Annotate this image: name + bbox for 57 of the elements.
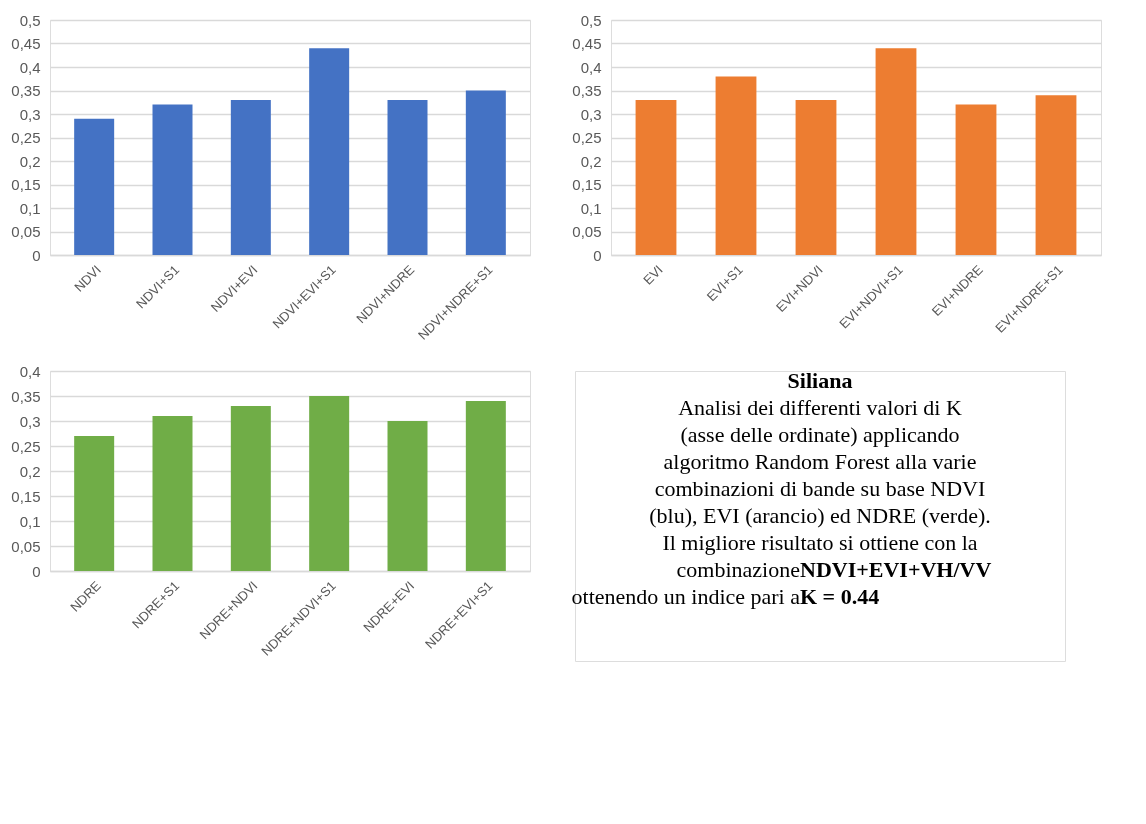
bar: [230, 406, 271, 571]
text: Analisi dei differenti valori di K (asse delle ordinate) applicando algoritmo Random Forest alla varie combinazioni di bande su base NDVI (blu), EVI (arancio) ed NDRE (verde).: [649, 395, 991, 528]
bar: [230, 99, 271, 255]
y-tick-label: 0,2: [19, 152, 41, 170]
y-tick-label: 0: [32, 562, 41, 580]
y-tick-label: 0: [32, 246, 41, 264]
y-tick-label: 0,25: [572, 129, 602, 146]
y-tick-label: 0,45: [11, 35, 41, 52]
y-tick-label: 0,4: [580, 58, 602, 76]
bar: [465, 90, 506, 255]
y-tick-label: 0,4: [19, 58, 41, 76]
y-tick-label: 0: [593, 246, 602, 264]
y-tick-label: 0,3: [580, 105, 602, 123]
bar: [875, 48, 917, 255]
y-tick-label: 0,05: [572, 223, 602, 240]
y-tick-label: 0,25: [11, 437, 41, 455]
y-tick-label: 0,35: [572, 82, 602, 99]
y-tick-label: 0,2: [580, 152, 602, 170]
bar: [387, 421, 428, 571]
bar: [715, 76, 757, 255]
bar: [1035, 95, 1077, 255]
text: NDVI+EVI+VH/VV: [800, 557, 992, 582]
bar: [795, 99, 837, 255]
y-tick-label: 0,15: [11, 176, 41, 193]
bar: [152, 416, 193, 571]
y-tick-label: 0,05: [11, 537, 41, 555]
bar: [955, 104, 997, 255]
y-tick-label: 0,4: [19, 362, 41, 380]
y-tick-label: 0,25: [11, 129, 41, 146]
y-tick-label: 0,45: [572, 35, 602, 52]
y-tick-label: 0,5: [580, 11, 602, 29]
bar: [74, 118, 115, 255]
y-tick-label: 0,3: [19, 412, 41, 430]
text: Siliana: [787, 368, 853, 393]
text: Il migliore risultato si ottiene con la: [662, 530, 978, 555]
bar: [387, 99, 428, 255]
y-tick-label: 0,3: [19, 105, 41, 123]
bar: [309, 48, 350, 255]
y-tick-label: 0,35: [11, 82, 41, 99]
y-tick-label: 0,1: [19, 512, 41, 530]
bar: [465, 401, 506, 571]
y-tick-label: 0,1: [19, 199, 41, 217]
bar: [635, 99, 677, 255]
y-tick-label: 0,5: [19, 11, 41, 29]
y-tick-label: 0,15: [572, 176, 602, 193]
text: K = 0.44: [800, 584, 880, 609]
y-tick-label: 0,2: [19, 462, 41, 480]
y-tick-label: 0,15: [11, 487, 41, 505]
text: combinazione: [676, 557, 800, 582]
bar: [309, 396, 350, 571]
y-tick-label: 0,05: [11, 223, 41, 240]
y-tick-label: 0,1: [580, 199, 602, 217]
text: ottenendo un indice pari a: [571, 584, 801, 609]
x-tick-label: EVI: [640, 262, 666, 288]
y-tick-label: 0,35: [11, 387, 41, 405]
bar: [74, 436, 115, 571]
bar: [152, 104, 193, 255]
